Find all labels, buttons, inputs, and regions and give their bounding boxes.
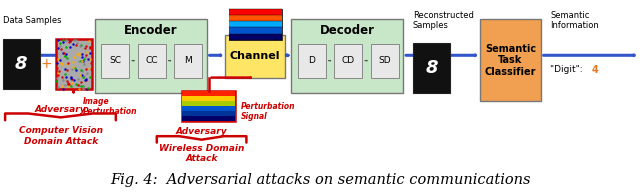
Bar [371, 44, 399, 78]
Bar [182, 111, 235, 116]
Text: Channel: Channel [230, 51, 280, 61]
Bar [413, 43, 450, 93]
Text: Encoder: Encoder [124, 23, 177, 37]
Text: Fig. 4:  Adversarial attacks on semantic communications: Fig. 4: Adversarial attacks on semantic … [109, 173, 531, 187]
Text: 8: 8 [425, 59, 438, 77]
Bar [229, 15, 282, 21]
Bar [182, 91, 235, 96]
Bar [174, 44, 202, 78]
Bar [95, 19, 207, 93]
Text: Semantic
Task
Classifier: Semantic Task Classifier [484, 43, 536, 77]
Text: 8: 8 [15, 55, 28, 73]
Text: CC: CC [145, 56, 158, 65]
Bar [3, 39, 40, 89]
Text: Decoder: Decoder [320, 23, 374, 37]
Bar [182, 106, 235, 111]
Bar [229, 34, 282, 40]
Bar [56, 39, 92, 89]
Text: Wireless Domain
Attack: Wireless Domain Attack [159, 144, 244, 163]
Bar [182, 91, 235, 121]
Text: Semantic
Information: Semantic Information [550, 11, 599, 30]
Bar [334, 44, 362, 78]
Bar [229, 27, 282, 34]
Text: Reconstructed
Samples: Reconstructed Samples [413, 11, 474, 30]
Text: Computer Vision
Domain Attack: Computer Vision Domain Attack [19, 126, 103, 146]
Bar [229, 21, 282, 27]
Bar [182, 101, 235, 106]
Text: Adversary: Adversary [35, 105, 86, 114]
Text: Adversary: Adversary [176, 127, 227, 136]
Bar [101, 44, 129, 78]
Text: SD: SD [378, 56, 391, 65]
Text: Perturbation
Signal: Perturbation Signal [241, 102, 295, 121]
Text: M: M [184, 56, 192, 65]
Bar [480, 19, 541, 101]
Bar [182, 116, 235, 121]
Bar [291, 19, 403, 93]
Text: +: + [41, 57, 52, 71]
Text: CD: CD [342, 56, 355, 65]
Bar [225, 35, 285, 78]
Bar [229, 9, 282, 15]
Text: Image
Perturbation: Image Perturbation [83, 97, 138, 116]
Text: "Digit":: "Digit": [550, 65, 586, 74]
Bar [138, 44, 166, 78]
Text: Data Samples: Data Samples [3, 16, 61, 25]
Text: SC: SC [109, 56, 121, 65]
Bar [229, 9, 282, 40]
Text: 4: 4 [592, 65, 599, 75]
Text: D: D [308, 56, 315, 65]
Bar [182, 96, 235, 101]
Bar [298, 44, 326, 78]
